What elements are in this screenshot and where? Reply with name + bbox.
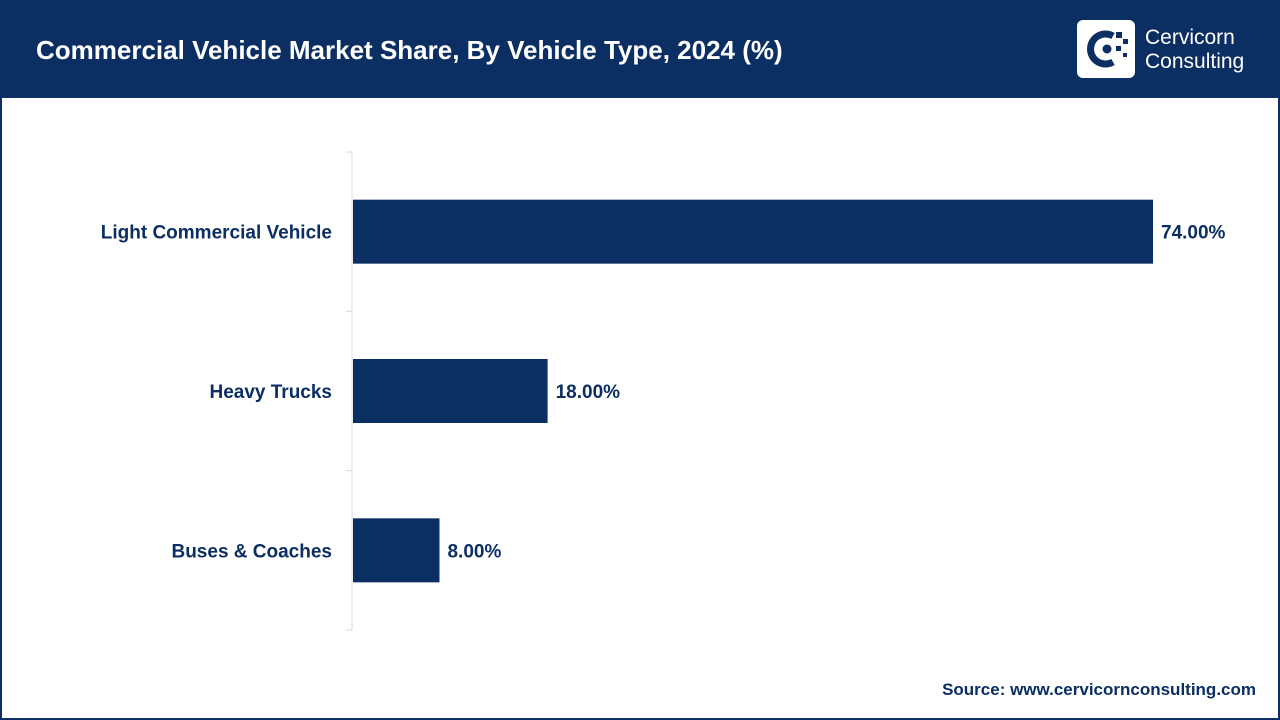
data-label: 18.00% (556, 382, 621, 403)
bar-chart: Light Commercial Vehicle 74.00% Heavy Truc… (101, 151, 1226, 631)
data-label: 74.00% (1161, 223, 1226, 244)
category-label: Heavy Trucks (209, 382, 332, 403)
data-label: 8.00% (447, 541, 501, 562)
logo-line1: Cervicorn (1145, 26, 1235, 49)
brand-logo: Cervicorn Consulting (1077, 20, 1267, 80)
bar (353, 199, 1153, 264)
bar (353, 518, 440, 583)
source-note: Source: www.cervicornconsulting.com (942, 680, 1256, 699)
logo-wordmark: Cervicorn Consulting (1145, 26, 1244, 74)
category-label: Buses & Coaches (171, 541, 332, 562)
header-banner: Commercial Vehicle Market Share, By Vehi… (2, 2, 1278, 98)
logo-line2: Consulting (1145, 50, 1245, 73)
cervicorn-logo-icon (1077, 20, 1135, 78)
bar (353, 359, 548, 423)
category-label: Light Commercial Vehicle (101, 223, 332, 244)
chart-title: Commercial Vehicle Market Share, By Vehi… (36, 35, 783, 65)
